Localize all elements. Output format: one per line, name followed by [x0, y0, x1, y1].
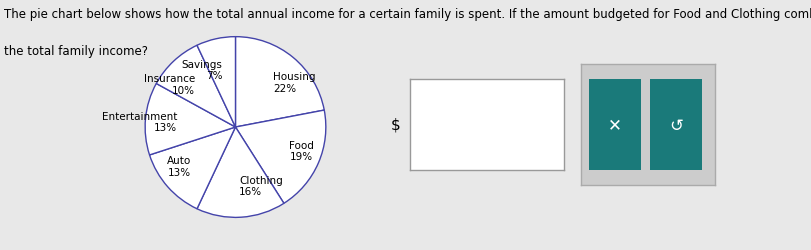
Text: Entertainment
13%: Entertainment 13% — [101, 111, 177, 133]
Text: Auto
13%: Auto 13% — [167, 156, 191, 177]
Text: The pie chart below shows how the total annual income for a certain family is sp: The pie chart below shows how the total … — [4, 8, 811, 20]
Wedge shape — [197, 128, 284, 218]
Wedge shape — [156, 46, 235, 128]
Text: the total family income?: the total family income? — [4, 45, 148, 58]
Text: Savings
7%: Savings 7% — [182, 60, 222, 81]
Text: Clothing
16%: Clothing 16% — [239, 175, 282, 197]
Wedge shape — [149, 128, 235, 209]
Text: Insurance
10%: Insurance 10% — [144, 74, 195, 96]
Wedge shape — [197, 38, 235, 128]
Text: $: $ — [390, 118, 400, 132]
Wedge shape — [235, 111, 325, 204]
Text: Housing
22%: Housing 22% — [272, 72, 315, 93]
Text: ↺: ↺ — [668, 116, 682, 134]
Wedge shape — [235, 38, 324, 128]
Text: Food
19%: Food 19% — [289, 140, 314, 162]
Wedge shape — [145, 84, 235, 155]
Text: ✕: ✕ — [607, 116, 621, 134]
